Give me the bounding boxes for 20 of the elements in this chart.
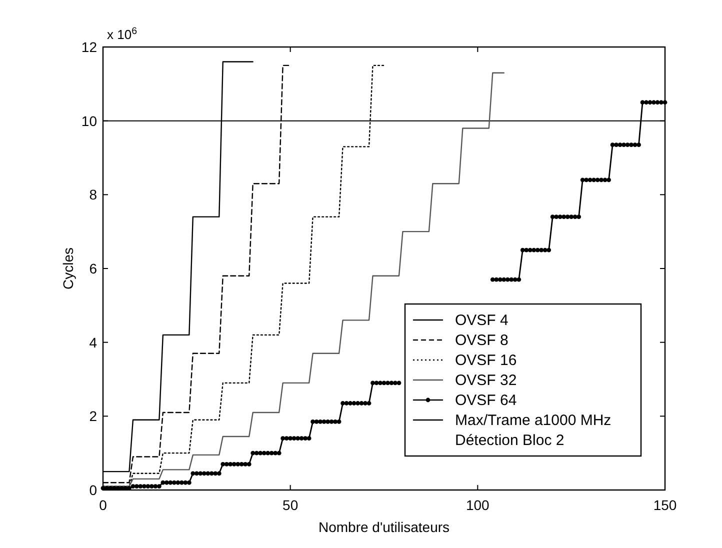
x-tick-label: 50 (282, 497, 298, 513)
legend-label: OVSF 64 (455, 392, 517, 409)
x-tick-label: 150 (653, 497, 677, 513)
y-tick-label: 8 (89, 186, 98, 203)
y-tick-label: 10 (81, 112, 98, 129)
x-axis-title: Nombre d'utilisateurs (318, 519, 450, 535)
x-tick-label: 0 (99, 497, 108, 513)
y-tick-label: 6 (89, 260, 98, 276)
legend-label: OVSF 32 (455, 372, 517, 389)
legend-label: Max/Trame a1000 MHz Détection Bloc 2 (455, 412, 612, 449)
legend-label: OVSF 4 (455, 312, 508, 329)
y-tick-label: 4 (89, 334, 98, 350)
y-axis-title: Cycles (60, 247, 76, 290)
y-tick-label: 2 (89, 408, 98, 424)
legend-label: OVSF 16 (455, 352, 517, 369)
y-tick-label: 0 (89, 482, 98, 498)
x-tick-label: 100 (466, 497, 490, 513)
y-tick-label: 12 (81, 39, 98, 55)
text: x 10$^{6}$ (107, 26, 138, 42)
legend-label: OVSF 8 (455, 332, 508, 349)
